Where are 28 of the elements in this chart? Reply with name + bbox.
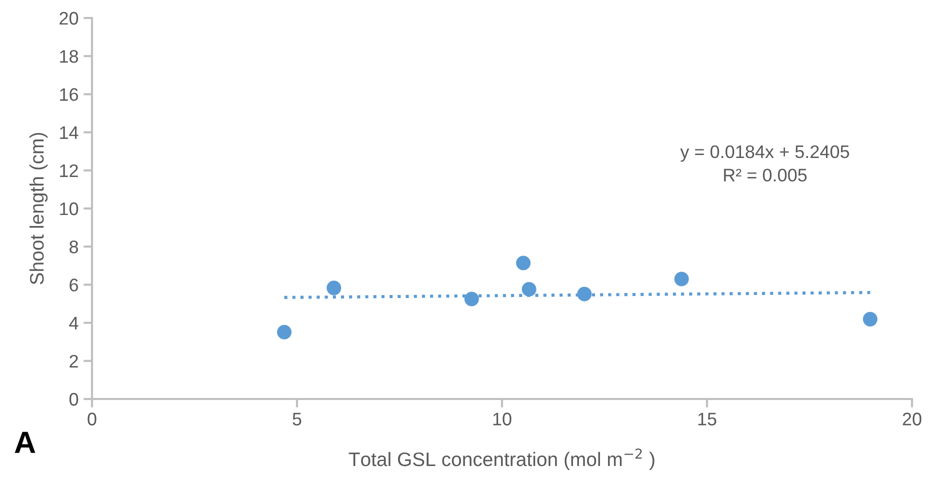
text: A [14,432,36,453]
y-tick-label: 18 [60,50,78,63]
x-tick-label: 20 [902,412,922,426]
point [326,280,342,296]
point [577,286,592,302]
y-axis-title: Shoot length (cm) [29,132,48,284]
y-tick-label: 8 [70,240,78,254]
y-tick-label: 20 [60,12,78,25]
x-tick-label: 0 [88,412,96,426]
point [674,272,689,286]
y-tick-label: 16 [60,88,78,101]
x-tick-label: 10 [493,412,512,426]
x-tick-label: 15 [698,412,716,426]
y-tick-label: 2 [70,354,78,368]
point [464,292,479,306]
y-tick-label: 14 [60,126,78,139]
y-tick-label: 10 [60,202,78,216]
x-axis-title: Total GSL concentration (mol m$^{−2}$ ) [348,448,654,470]
point [862,312,878,326]
point [516,256,531,270]
x-tick-label: 5 [292,412,302,426]
y-tick-label: 0 [69,392,78,406]
point [522,282,536,297]
point [277,324,292,340]
y-tick-label: 4 [69,316,78,330]
y-tick-label: 12 [60,164,78,177]
annotation: y = 0.0184x + 5.2405 R² = 0.005 [680,145,850,182]
y-tick-label: 6 [70,278,78,292]
